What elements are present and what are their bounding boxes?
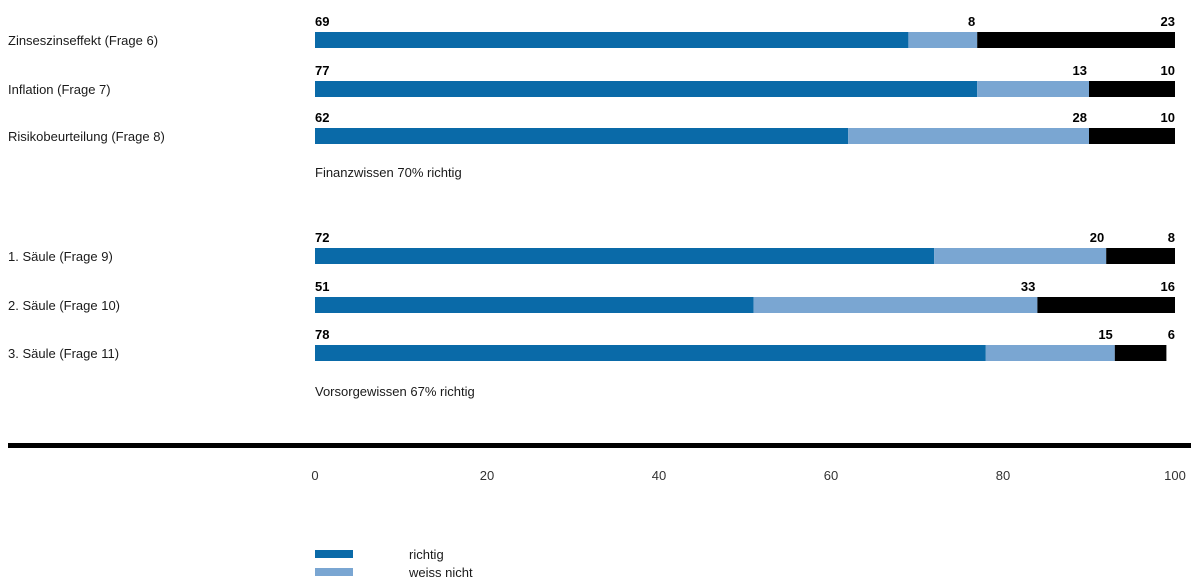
bar-segment-falsch	[977, 32, 1175, 48]
data-label-falsch: 23	[1161, 14, 1175, 29]
bar-segment-weiss-nicht	[848, 128, 1089, 144]
data-label-richtig: 72	[315, 230, 329, 245]
data-label-weiss-nicht: 15	[1098, 327, 1112, 342]
category-label: 3. Säule (Frage 11)	[8, 346, 119, 361]
bar-segment-richtig	[315, 32, 909, 48]
axis-baseline	[8, 443, 1191, 448]
bar-segment-richtig	[315, 345, 986, 361]
bar-segment-richtig	[315, 248, 935, 264]
bar-segment-falsch	[1089, 81, 1175, 97]
bar-segment-richtig	[315, 81, 978, 97]
category-label: Risikobeurteilung (Frage 8)	[8, 129, 165, 144]
data-label-richtig: 62	[315, 110, 329, 125]
x-tick-label: 20	[480, 468, 494, 483]
category-label: Zinseszinseffekt (Frage 6)	[8, 33, 158, 48]
data-label-weiss-nicht: 28	[1073, 110, 1087, 125]
bar-segment-weiss-nicht	[977, 81, 1089, 97]
data-label-richtig: 69	[315, 14, 329, 29]
category-label: Inflation (Frage 7)	[8, 82, 111, 97]
x-tick-label: 100	[1164, 468, 1186, 483]
data-label-falsch: 6	[1168, 327, 1175, 342]
legend-swatch-weiss-nicht	[315, 568, 353, 576]
category-label: 2. Säule (Frage 10)	[8, 298, 120, 313]
x-tick-label: 0	[311, 468, 318, 483]
group-summary: Finanzwissen 70% richtig	[315, 165, 462, 180]
bar-segment-weiss-nicht	[985, 345, 1115, 361]
bar-segment-falsch	[1114, 345, 1167, 361]
data-label-weiss-nicht: 13	[1073, 63, 1087, 78]
bar-segment-weiss-nicht	[753, 297, 1038, 313]
bar-segment-falsch	[1037, 297, 1175, 313]
data-label-richtig: 51	[315, 279, 329, 294]
legend-label-richtig: richtig	[409, 547, 444, 562]
x-tick-label: 40	[652, 468, 666, 483]
x-tick-label: 60	[824, 468, 838, 483]
bar-segment-weiss-nicht	[908, 32, 978, 48]
bar-segment-falsch	[1089, 128, 1175, 144]
data-label-falsch: 10	[1161, 110, 1175, 125]
bar-segment-weiss-nicht	[934, 248, 1107, 264]
data-label-falsch: 10	[1161, 63, 1175, 78]
data-label-weiss-nicht: 20	[1090, 230, 1104, 245]
x-tick-label: 80	[996, 468, 1010, 483]
data-label-falsch: 16	[1161, 279, 1175, 294]
legend-label-weiss-nicht: weiss nicht	[408, 565, 473, 580]
bar-segment-richtig	[315, 128, 849, 144]
group-summary: Vorsorgewissen 67% richtig	[315, 384, 475, 399]
legend-swatch-richtig	[315, 550, 353, 558]
data-label-weiss-nicht: 33	[1021, 279, 1035, 294]
bar-segment-falsch	[1106, 248, 1175, 264]
data-label-falsch: 8	[1168, 230, 1175, 245]
data-label-richtig: 78	[315, 327, 329, 342]
data-label-weiss-nicht: 8	[968, 14, 975, 29]
data-label-richtig: 77	[315, 63, 329, 78]
category-label: 1. Säule (Frage 9)	[8, 249, 113, 264]
bar-segment-richtig	[315, 297, 754, 313]
